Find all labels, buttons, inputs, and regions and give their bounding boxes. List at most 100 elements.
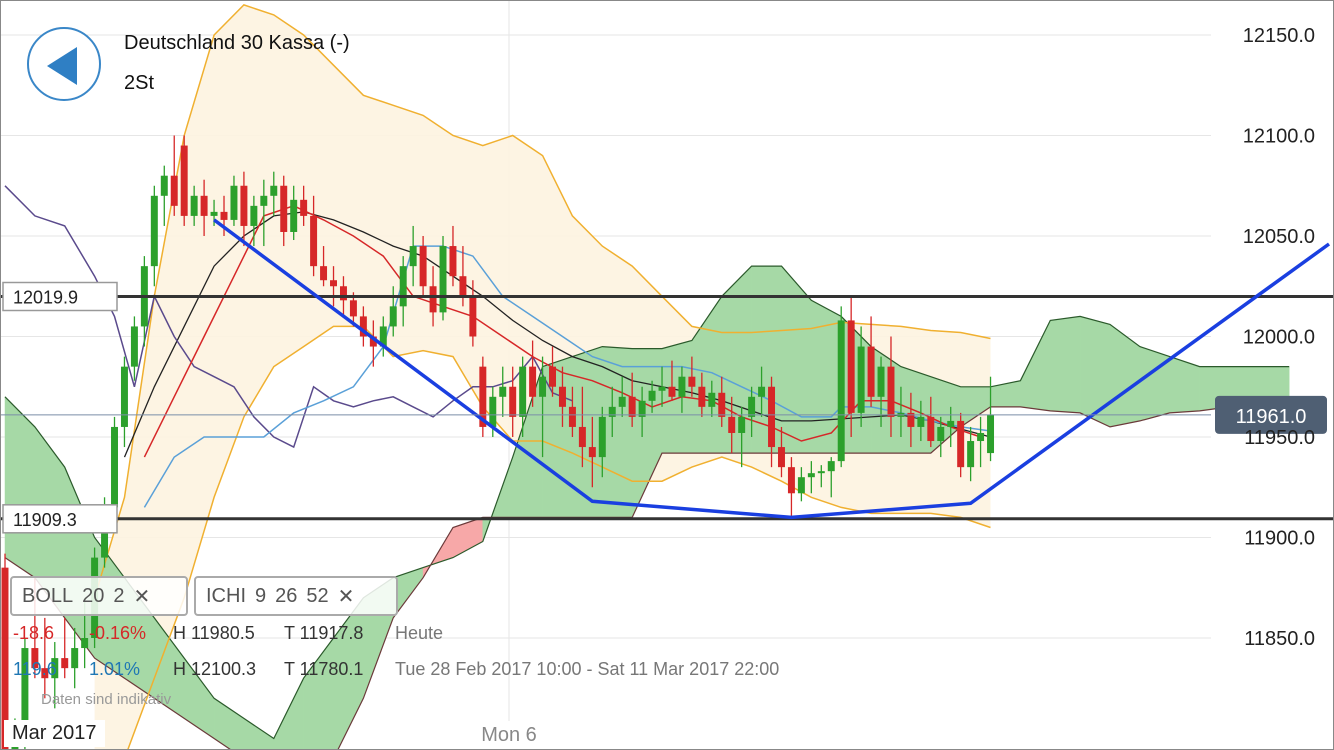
ichimoku-cloud-segment: [243, 717, 275, 749]
ichimoku-cloud-segment: [631, 348, 663, 518]
candle-body: [817, 471, 825, 474]
candle-body: [120, 366, 128, 427]
candle-body: [439, 246, 447, 313]
candle-body: [379, 326, 387, 347]
candle-body: [807, 473, 815, 478]
candle-body: [588, 447, 596, 458]
candle-body: [549, 366, 557, 387]
candle-body: [270, 185, 278, 196]
candle-body: [578, 426, 586, 448]
candle-body: [927, 416, 935, 442]
ichimoku-cloud-segment: [900, 366, 932, 454]
candle-body: [31, 648, 39, 669]
candle-body: [967, 441, 975, 468]
candle-body: [81, 638, 89, 649]
candle-body: [459, 276, 467, 297]
kijun-sen-line: [143, 245, 991, 508]
candle-body: [698, 386, 706, 407]
candle-body: [509, 386, 517, 417]
level-label: 12019.9: [13, 288, 78, 308]
candle-body: [648, 390, 656, 401]
candle-body: [130, 326, 138, 367]
candle-body: [280, 185, 288, 232]
candle-body: [618, 396, 626, 407]
candle-body: [190, 195, 198, 216]
boll-deviation: 2: [113, 584, 125, 607]
candle-body: [748, 396, 756, 417]
candle-body: [628, 396, 636, 417]
bollinger-middle-line: [123, 211, 991, 458]
instrument-title: Deutschland 30 Kassa (-): [124, 32, 350, 54]
today-stats-row: -18.6 -0.16% H 11980.5 T 11917.8 Heute: [13, 623, 573, 645]
candle-body: [260, 195, 268, 206]
timeframe-label[interactable]: 2St: [124, 72, 155, 94]
candle-body: [758, 386, 766, 397]
candle-body: [678, 376, 686, 397]
candle-body: [558, 386, 566, 407]
candle-body: [499, 386, 507, 397]
current-price-box: [1215, 395, 1327, 434]
ichimoku-cloud-segment: [4, 396, 36, 579]
candle-body: [469, 296, 477, 337]
y-tick-label: 12000.0: [1243, 327, 1315, 349]
y-tick-label: 12150.0: [1243, 25, 1315, 47]
back-button[interactable]: [27, 27, 101, 101]
candle-body: [200, 195, 208, 216]
candle-body: [917, 416, 925, 427]
trend-line: [213, 218, 1331, 520]
range-change-pct: 1.01%: [89, 659, 141, 679]
candle-body: [41, 668, 49, 679]
ichimoku-cloud-segment: [452, 517, 484, 559]
candle-body: [568, 406, 576, 427]
candle-body: [658, 386, 666, 391]
range-label: Tue 28 Feb 2017 10:00 - Sat 11 Mar 2017 …: [395, 659, 780, 679]
candle-body: [21, 648, 29, 739]
candle-body: [708, 392, 716, 407]
candle-body: [598, 416, 606, 458]
ichi-param-3: 52: [306, 584, 329, 607]
candle-body: [668, 386, 676, 397]
ichimoku-cloud-segment: [1020, 320, 1051, 412]
candle-body: [339, 286, 347, 301]
candle-body: [300, 199, 308, 216]
candle-body: [957, 420, 965, 468]
boll-label: BOLL: [22, 584, 74, 607]
candle-body: [947, 420, 955, 427]
ichimoku-cloud-segment: [542, 356, 573, 518]
candle-body: [797, 477, 805, 494]
candle-body: [877, 366, 885, 397]
candle-body: [977, 432, 985, 442]
candle-body: [310, 215, 318, 267]
range-high: H 12100.3: [173, 659, 257, 679]
y-tick-label: 11900.0: [1244, 528, 1315, 550]
ichi-indicator-chip[interactable]: ICHI 9 26 52 ✕: [194, 576, 398, 616]
ichi-label: ICHI: [206, 584, 246, 607]
candle-body: [240, 185, 248, 226]
candle-body: [787, 467, 795, 494]
y-tick-label: 12100.0: [1243, 126, 1315, 148]
ichi-close-icon[interactable]: ✕: [337, 585, 355, 608]
candle-body: [419, 246, 427, 287]
candle-body: [230, 185, 238, 220]
candle-body: [837, 320, 845, 462]
senkou-span-a-line: [4, 265, 1290, 740]
boll-close-icon[interactable]: ✕: [133, 585, 151, 608]
ichimoku-cloud-segment: [1050, 316, 1081, 414]
ichimoku-cloud-segment: [1109, 323, 1141, 428]
today-label: Heute: [395, 623, 444, 643]
candle-body: [867, 346, 875, 397]
ichimoku-cloud-segment: [1079, 316, 1111, 428]
boll-indicator-chip[interactable]: BOLL 20 2 ✕: [10, 576, 188, 616]
candle-body: [180, 145, 188, 216]
candle-body: [768, 386, 776, 448]
y-tick-label: 12050.0: [1243, 226, 1315, 248]
ichimoku-cloud-segment: [602, 346, 633, 518]
ichimoku-cloud-segment: [721, 265, 752, 454]
ichimoku-cloud-segment: [1139, 346, 1170, 422]
range-change: 119.6: [13, 659, 57, 679]
candle-body: [389, 306, 397, 327]
candle-body: [290, 199, 298, 232]
candle-body: [907, 412, 915, 427]
